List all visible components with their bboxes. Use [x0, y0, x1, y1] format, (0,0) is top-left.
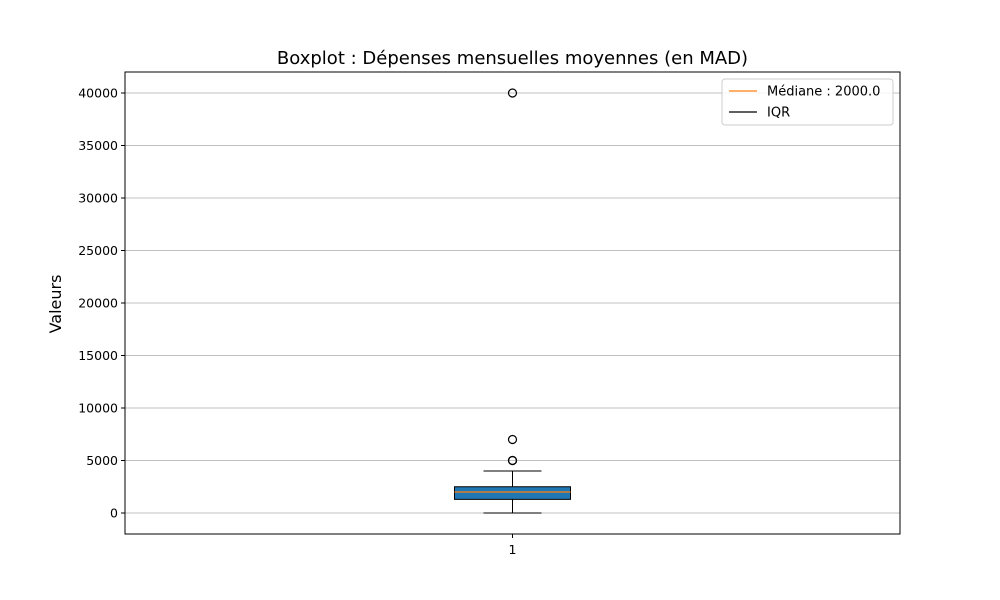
y-tick-label: 40000: [78, 86, 118, 101]
legend-box: [721, 78, 894, 126]
legend-label: IQR: [767, 106, 790, 121]
iqr-box: [454, 486, 571, 500]
y-tick-label: 0: [110, 506, 118, 521]
boxplot-group: [454, 88, 571, 514]
y-tick-label: 20000: [78, 296, 118, 311]
outlier-point: [507, 88, 518, 98]
legend: Médiane : 2000.0 IQR: [721, 78, 894, 126]
x-tick-label: 1: [509, 542, 517, 557]
y-tick-label: 25000: [78, 243, 118, 258]
legend-label: Médiane : 2000.0: [767, 85, 880, 100]
y-tick-label: 5000: [86, 453, 118, 468]
y-tick-label: 10000: [78, 401, 118, 416]
y-tick-label: 15000: [78, 348, 118, 363]
outlier-point: [507, 455, 518, 466]
y-tick-label: 30000: [78, 191, 118, 206]
chart-title: Boxplot : Dépenses mensuelles moyennes (…: [277, 48, 748, 69]
y-tick-label: 35000: [78, 138, 118, 153]
outlier-point: [507, 434, 518, 445]
tick-group: 0 5000 10000 15000 20000 25000 30000 35000 40000…: [78, 86, 516, 558]
y-axis-label: Valeurs: [46, 275, 65, 334]
plot-area-frame: [124, 71, 901, 535]
grid-lines: [125, 92, 900, 514]
